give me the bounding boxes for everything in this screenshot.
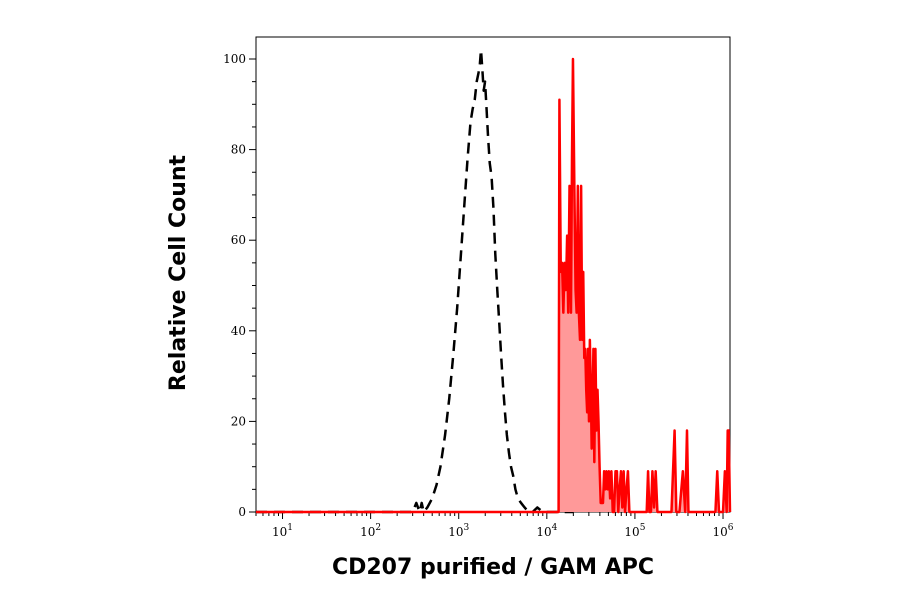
x-tick-label: 102 (360, 523, 381, 539)
y-tick-label: 60 (231, 233, 246, 247)
x-tick-label: 105 (624, 523, 645, 539)
series-line-0 (256, 48, 574, 514)
y-tick-label: 100 (223, 52, 246, 66)
y-tick-label: 20 (231, 414, 246, 428)
axis-ticks (249, 58, 724, 519)
series-line-1 (256, 57, 732, 514)
y-tick-label: 40 (231, 324, 246, 338)
x-tick-label: 106 (713, 523, 734, 539)
x-tick-label: 103 (448, 523, 469, 539)
tick-labels: 0 20 40 60 80 100 101 102 103 104 105 106 (223, 52, 734, 539)
series-layer (256, 48, 732, 514)
y-tick-label: 80 (231, 143, 246, 157)
x-axis-title: CD207 purified / GAM APC (332, 555, 654, 580)
x-tick-label: 104 (536, 523, 557, 539)
series-fill-1 (256, 59, 730, 512)
x-tick-label: 101 (272, 523, 293, 539)
y-tick-label: 0 (238, 505, 246, 519)
y-axis-title: Relative Cell Count (166, 154, 191, 391)
plot-frame (255, 36, 731, 513)
